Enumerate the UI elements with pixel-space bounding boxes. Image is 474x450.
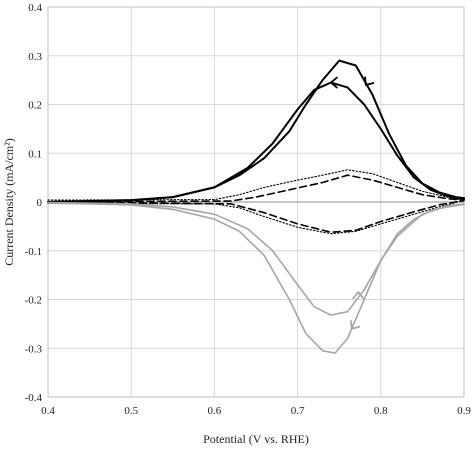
y-tick-label: 0.1 xyxy=(28,148,42,160)
x-tick-label: 0.5 xyxy=(124,405,138,417)
arrow-layer xyxy=(329,76,375,330)
y-tick-label: -0.2 xyxy=(25,295,42,307)
y-axis-title: Current Density (mA/cm²) xyxy=(2,138,16,266)
y-tick-label: 0 xyxy=(37,197,43,209)
y-tick-label: -0.3 xyxy=(25,343,43,355)
series-line-2 xyxy=(47,169,465,235)
y-tick-label: 0.3 xyxy=(28,51,42,63)
y-tick-labels: -0.4 -0.3 -0.2 -0.1 0 0.1 0.2 0.3 0.4 xyxy=(25,2,43,404)
series-line-5 xyxy=(47,201,465,316)
y-tick-label: -0.1 xyxy=(25,246,42,258)
direction-arrow-0 xyxy=(364,76,375,86)
y-tick-label: 0.4 xyxy=(28,2,42,14)
x-tick-label: 0.4 xyxy=(41,405,55,417)
direction-arrow-3 xyxy=(352,291,365,300)
x-tick-labels: 0.4 0.5 0.6 0.7 0.8 0.9 xyxy=(41,405,471,417)
x-axis-title: Potential (V vs. RHE) xyxy=(203,432,309,446)
x-tick-label: 0.7 xyxy=(291,405,305,417)
x-tick-label: 0.6 xyxy=(208,405,222,417)
direction-arrow-2 xyxy=(350,320,361,330)
series-line-0 xyxy=(47,59,465,203)
x-tick-label: 0.9 xyxy=(457,405,471,417)
series-line-4 xyxy=(47,202,465,354)
direction-arrow-1 xyxy=(329,76,338,89)
series-line-3 xyxy=(47,174,465,233)
y-tick-label: -0.4 xyxy=(25,392,43,404)
series-line-1 xyxy=(47,81,465,203)
x-tick-label: 0.8 xyxy=(374,405,388,417)
y-tick-label: 0.2 xyxy=(28,100,42,112)
